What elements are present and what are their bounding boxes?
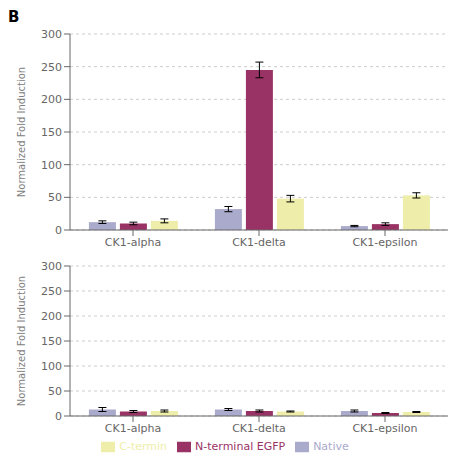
svg-text:150: 150 — [41, 335, 62, 348]
html-text:C-termin: C-termin — [119, 440, 167, 453]
svg-text:100: 100 — [41, 360, 62, 373]
svg-text:Normalized Fold Induction: Normalized Fold Induction — [16, 67, 27, 197]
svg-text:Normalized Fold Induction: Normalized Fold Induction — [16, 276, 27, 406]
svg-text:300: 300 — [41, 260, 62, 273]
svg-text:150: 150 — [41, 126, 62, 139]
svg-text:200: 200 — [41, 310, 62, 323]
svg-text:CK1-alpha: CK1-alpha — [105, 236, 161, 249]
svg-text:50: 50 — [48, 385, 62, 398]
html-text:Native: Native — [313, 440, 349, 453]
svg-text:CK1-delta: CK1-delta — [232, 236, 286, 249]
svg-text:CK1-epsilon: CK1-epsilon — [352, 422, 417, 435]
svg-text:300: 300 — [41, 28, 62, 41]
svg-text:250: 250 — [41, 61, 62, 74]
svg-text:200: 200 — [41, 93, 62, 106]
html-text:N-terminal EGFP: N-terminal EGFP — [195, 440, 286, 453]
svg-text:0: 0 — [55, 410, 62, 423]
svg-text:100: 100 — [41, 159, 62, 172]
svg-text:0: 0 — [55, 224, 62, 237]
svg-text:250: 250 — [41, 285, 62, 298]
svg-text:CK1-delta: CK1-delta — [232, 422, 286, 435]
svg-text:CK1-alpha: CK1-alpha — [105, 422, 161, 435]
html-text:B: B — [8, 8, 20, 26]
svg-text:CK1-epsilon: CK1-epsilon — [352, 236, 417, 249]
svg-text:50: 50 — [48, 191, 62, 204]
